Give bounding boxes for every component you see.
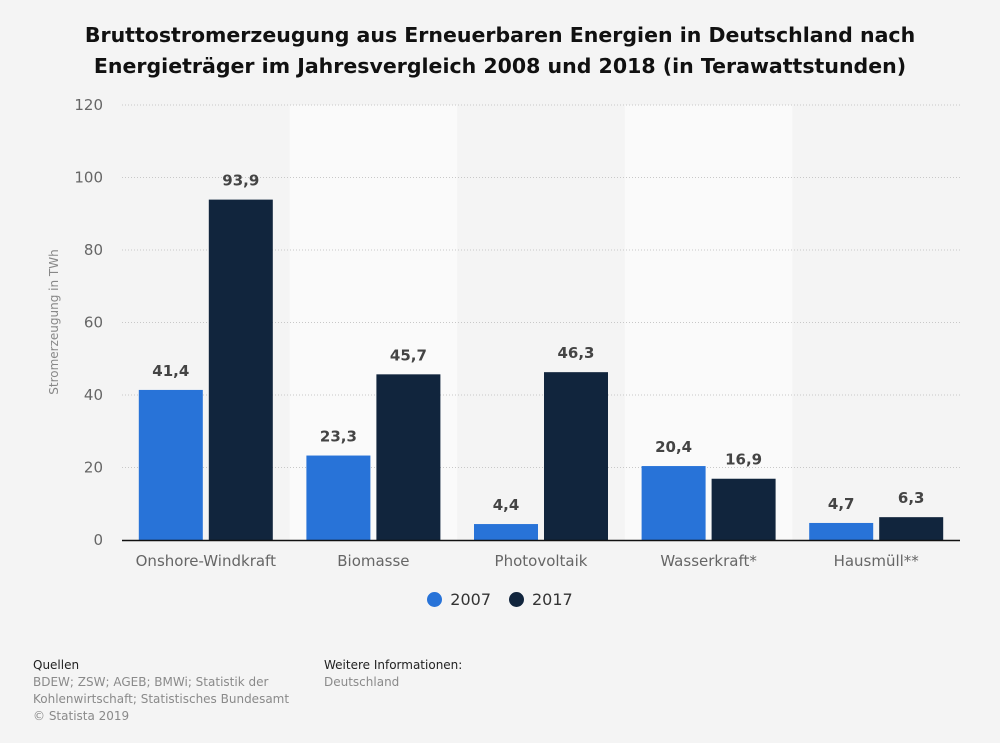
bar-2007 xyxy=(809,522,874,540)
info-heading: Weitere Informationen: xyxy=(324,658,463,672)
chart-title-line-1: Bruttostromerzeugung aus Erneuerbaren En… xyxy=(84,23,916,47)
data-label: 4,4 xyxy=(493,496,520,514)
x-tick-label: Wasserkraft* xyxy=(660,552,757,570)
legend-label-2007: 2007 xyxy=(450,590,491,609)
y-tick-label: 120 xyxy=(74,96,103,114)
y-tick-label: 20 xyxy=(84,459,103,477)
y-tick-label: 0 xyxy=(93,531,103,549)
y-tick-label: 40 xyxy=(84,386,103,404)
data-label: 6,3 xyxy=(898,489,925,507)
chart-title: Bruttostromerzeugung aus Erneuerbaren En… xyxy=(0,20,1000,82)
sources-line-2: Kohlenwirtschaft; Statistisches Bundesam… xyxy=(33,692,290,706)
legend-item-2007[interactable]: 2007 xyxy=(427,590,491,609)
bar-2007 xyxy=(641,466,706,540)
y-tick-label: 80 xyxy=(84,241,103,259)
bar-2007 xyxy=(474,524,538,540)
bar-2017 xyxy=(879,517,944,540)
info-text: Deutschland xyxy=(324,675,400,689)
bar-2017 xyxy=(711,478,776,540)
sources-heading: Quellen xyxy=(33,658,80,672)
bar-2017 xyxy=(376,374,441,540)
data-label: 93,9 xyxy=(222,172,259,190)
y-tick-label: 100 xyxy=(74,169,103,187)
bar-2017 xyxy=(208,199,273,541)
info-block: Weitere Informationen: Deutschland xyxy=(324,657,462,691)
copyright: © Statista 2019 xyxy=(33,709,130,723)
data-label: 20,4 xyxy=(655,438,692,456)
x-tick-label: Photovoltaik xyxy=(495,552,588,570)
data-label: 23,3 xyxy=(320,428,357,446)
bar-2017 xyxy=(544,372,608,540)
data-label: 45,7 xyxy=(390,346,427,364)
legend-item-2017[interactable]: 2017 xyxy=(509,590,573,609)
bar-2007 xyxy=(306,455,371,540)
legend: 2007 2017 xyxy=(0,590,1000,609)
legend-marker-2017 xyxy=(509,592,524,607)
data-label: 41,4 xyxy=(152,362,189,380)
x-tick-label: Biomasse xyxy=(337,552,409,570)
data-label: 46,3 xyxy=(557,344,594,362)
x-tick-label: Hausmüll** xyxy=(834,552,920,570)
data-label: 16,9 xyxy=(725,451,762,469)
sources-block: Quellen BDEW; ZSW; AGEB; BMWi; Statistik… xyxy=(33,657,289,725)
sources-line-1: BDEW; ZSW; AGEB; BMWi; Statistik der xyxy=(33,675,269,689)
legend-marker-2007 xyxy=(427,592,443,607)
chart-title-line-2: Energieträger im Jahresvergleich 2008 un… xyxy=(93,54,907,78)
y-tick-label: 60 xyxy=(84,314,103,332)
bar-2007 xyxy=(138,389,203,540)
data-label: 4,7 xyxy=(828,495,855,513)
x-tick-label: Onshore-Windkraft xyxy=(136,552,276,570)
legend-label-2017: 2017 xyxy=(532,590,573,609)
y-axis-label: Stromerzeugung in TWh xyxy=(47,249,61,394)
